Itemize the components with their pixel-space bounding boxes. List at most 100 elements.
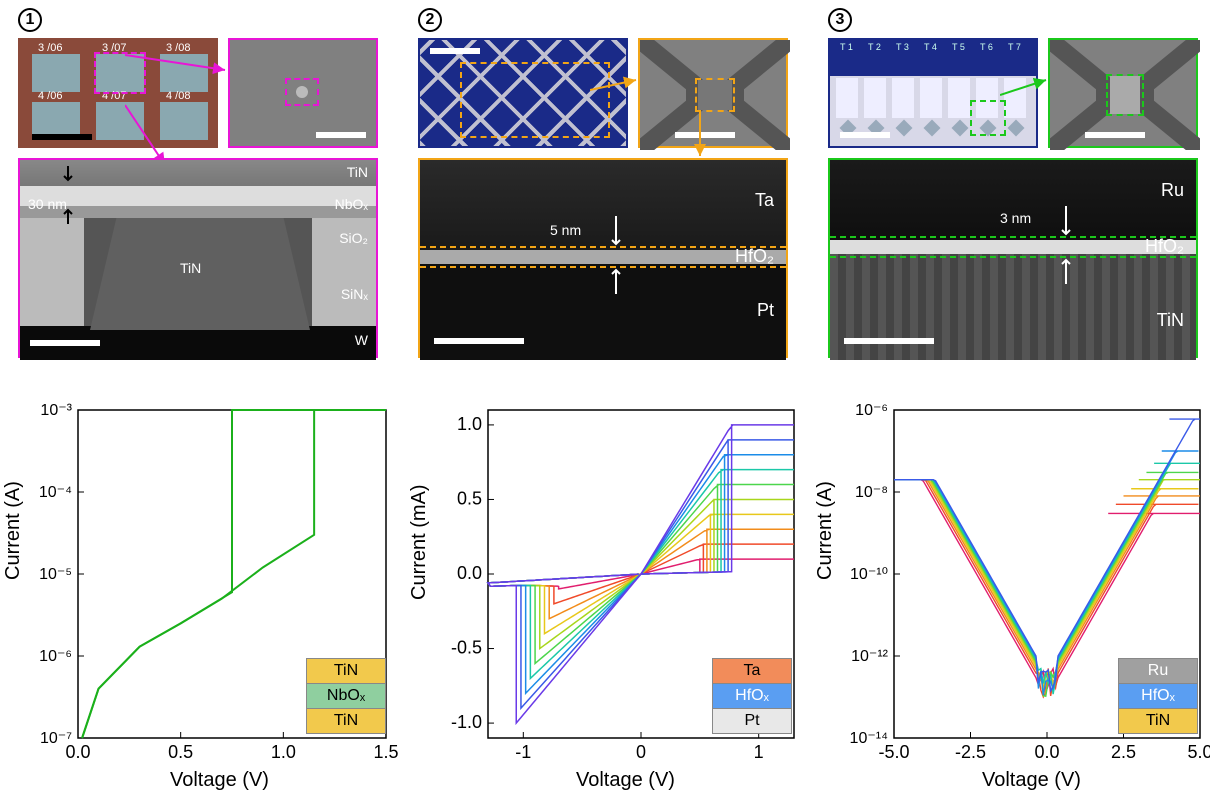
pad-label: T 1 <box>840 42 853 52</box>
pad-label: T 4 <box>924 42 937 52</box>
scalebar <box>30 340 100 346</box>
panel1-sem-image <box>228 38 378 148</box>
layer-line <box>830 236 1196 238</box>
svg-text:10⁻⁵: 10⁻⁵ <box>39 566 72 583</box>
layer-label: Ta <box>755 190 774 211</box>
scalebar <box>840 132 890 138</box>
y-axis-label: Current (mA) <box>408 484 431 600</box>
pad-label: 3 /06 <box>38 42 62 54</box>
pad-label: 4 /08 <box>166 90 190 102</box>
panel2-chart: -101-1.0-0.50.00.51.0 Current (mA) Volta… <box>416 400 804 790</box>
legend-layer: Pt <box>713 709 791 733</box>
legend-layer: Ru <box>1119 659 1197 684</box>
legend-layer: TiN <box>307 659 385 684</box>
panel1-chart: 10⁻⁷10⁻⁶10⁻⁵10⁻⁴10⁻³0.00.51.01.5 Current… <box>10 400 398 790</box>
zoom-box <box>695 78 735 112</box>
legend-layer: HfOₓ <box>713 684 791 709</box>
panel1-stack-legend: TiNNbOₓTiN <box>306 658 386 734</box>
zoom-box <box>970 100 1006 136</box>
svg-text:10⁻⁴: 10⁻⁴ <box>39 484 72 501</box>
scalebar <box>32 134 92 140</box>
pad-label: T 3 <box>896 42 909 52</box>
pad-label: T 2 <box>868 42 881 52</box>
layer-label: Ru <box>1161 180 1184 201</box>
svg-text:10⁻⁶: 10⁻⁶ <box>855 402 888 419</box>
layer-label: HfO₂ <box>735 246 774 267</box>
scalebar <box>430 48 480 54</box>
panel3-chart: -5.0-2.50.02.55.010⁻¹⁴10⁻¹²10⁻¹⁰10⁻⁸10⁻⁶… <box>822 400 1210 790</box>
layer-label: Pt <box>757 300 774 321</box>
thickness-arrows <box>1060 206 1080 286</box>
panel-number-2: 2 <box>418 8 442 32</box>
layer-label: TiN <box>347 164 368 180</box>
panel2-sem-image <box>638 38 788 148</box>
zoom-box <box>460 62 610 138</box>
layer-line <box>420 246 786 248</box>
pad-label: T 5 <box>952 42 965 52</box>
legend-layer: NbOₓ <box>307 684 385 709</box>
pad-label: T 6 <box>980 42 993 52</box>
thickness-label: 3 nm <box>1000 210 1031 226</box>
legend-layer: Ta <box>713 659 791 684</box>
scalebar <box>1085 132 1145 138</box>
legend-layer: TiN <box>1119 709 1197 733</box>
thickness-arrows <box>610 216 630 296</box>
svg-text:0: 0 <box>636 742 646 762</box>
thickness-label: 5 nm <box>550 222 581 238</box>
layer-label: TiN <box>180 260 201 276</box>
y-axis-label: Current (A) <box>814 481 837 580</box>
svg-text:-1: -1 <box>515 742 531 762</box>
panel2-tem-image: Ta HfO₂ Pt 5 nm <box>418 158 788 358</box>
y-axis-label: Current (A) <box>2 481 25 580</box>
panel3-tem-image: Ru HfO₂ TiN 3 nm <box>828 158 1198 358</box>
legend-layer: HfOₓ <box>1119 684 1197 709</box>
x-axis-label: Voltage (V) <box>170 769 269 792</box>
scalebar <box>844 338 934 344</box>
svg-text:10⁻¹²: 10⁻¹² <box>851 648 889 665</box>
svg-text:0.0: 0.0 <box>1034 742 1059 762</box>
zoom-box <box>1106 74 1144 116</box>
pad-label: T 7 <box>1008 42 1021 52</box>
layer-line <box>830 256 1196 258</box>
scalebar <box>316 132 366 138</box>
svg-text:10⁻⁶: 10⁻⁶ <box>39 648 72 665</box>
svg-text:10⁻⁸: 10⁻⁸ <box>855 484 888 501</box>
panel2-stack-legend: TaHfOₓPt <box>712 658 792 734</box>
panel3-stack-legend: RuHfOₓTiN <box>1118 658 1198 734</box>
svg-text:10⁻¹⁰: 10⁻¹⁰ <box>850 566 888 583</box>
layer-label: W <box>355 332 368 348</box>
svg-text:-0.5: -0.5 <box>451 638 482 658</box>
scalebar <box>434 338 524 344</box>
layer-label: SiNₓ <box>341 286 368 302</box>
device-dot <box>296 86 308 98</box>
x-axis-label: Voltage (V) <box>982 769 1081 792</box>
svg-text:0.0: 0.0 <box>457 563 482 583</box>
panel3-sem-image <box>1048 38 1198 148</box>
panel1-tem-image: TiN NbOₓ SiO₂ TiN SiNₓ W 30 nm <box>18 158 378 358</box>
svg-text:10⁻¹⁴: 10⁻¹⁴ <box>850 730 889 747</box>
layer-label: TiN <box>1157 310 1184 331</box>
svg-text:1.0: 1.0 <box>271 742 296 762</box>
svg-text:0.0: 0.0 <box>65 742 90 762</box>
panel1-optical-image: 3 /06 3 /07 3 /08 4 /06 4 /07 4 /08 <box>18 38 218 148</box>
layer-label: SiO₂ <box>339 230 368 246</box>
panel-number-3: 3 <box>828 8 852 32</box>
svg-text:-2.5: -2.5 <box>955 742 986 762</box>
svg-text:-1.0: -1.0 <box>451 712 482 732</box>
svg-text:5.0: 5.0 <box>1187 742 1210 762</box>
svg-text:1.5: 1.5 <box>373 742 398 762</box>
pad-label: 3 /08 <box>166 42 190 54</box>
svg-text:1.0: 1.0 <box>457 414 482 434</box>
layer-label: NbOₓ <box>335 196 368 212</box>
thickness-arrows <box>62 166 82 226</box>
svg-text:0.5: 0.5 <box>457 488 482 508</box>
layer-line <box>420 266 786 268</box>
layer-label: HfO₂ <box>1145 236 1184 257</box>
svg-text:10⁻³: 10⁻³ <box>40 402 72 419</box>
x-axis-label: Voltage (V) <box>576 769 675 792</box>
svg-text:2.5: 2.5 <box>1111 742 1136 762</box>
panel-number-1: 1 <box>18 8 42 32</box>
zoom-box <box>94 52 146 94</box>
legend-layer: TiN <box>307 709 385 733</box>
pad-label: 4 /06 <box>38 90 62 102</box>
